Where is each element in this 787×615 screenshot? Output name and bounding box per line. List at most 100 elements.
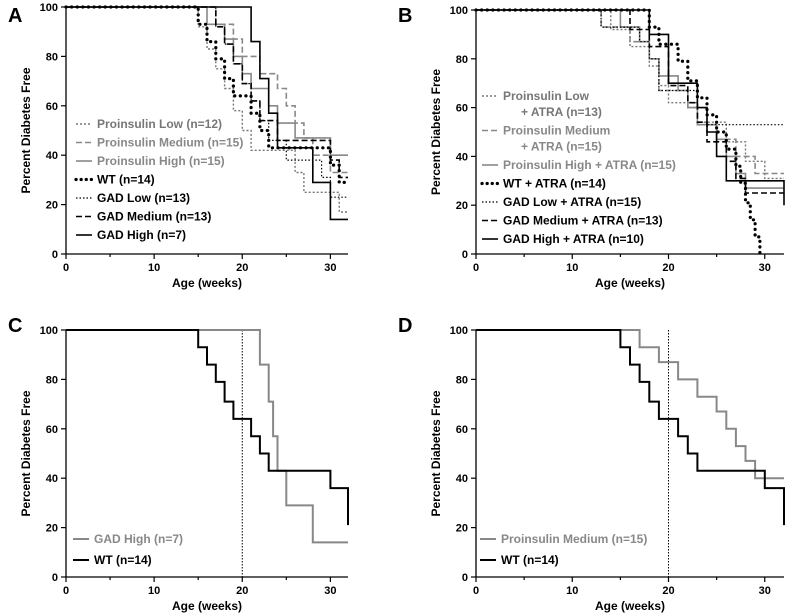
y-tick-label: 100 (40, 2, 58, 14)
legend-label: Proinsulin Low + ATRA (n=13) (503, 89, 602, 119)
x-axis-label: Age (weeks) (595, 276, 665, 290)
x-tick-label: 0 (473, 585, 479, 597)
legend-label: GAD Medium (n=13) (97, 210, 211, 224)
legend-item: Proinsulin Medium + ATRA (n=15) (482, 124, 610, 154)
y-tick-label: 80 (456, 374, 468, 386)
panel-label: A (8, 5, 22, 27)
x-tick-label: 0 (63, 585, 69, 597)
series-line (476, 9, 784, 194)
legend-item: Proinsulin Low (n=12) (76, 117, 222, 131)
x-tick-label: 0 (473, 262, 479, 274)
legend-item: WT (n=14) (480, 553, 559, 567)
x-tick-label: 10 (566, 262, 578, 274)
y-tick-label: 40 (456, 473, 468, 485)
series-line (64, 5, 350, 184)
panel-A: A 0 20 40 60 80 100 0 10 20 30 Age (weeks) Percent D… (8, 2, 350, 290)
panel-label: B (398, 5, 412, 27)
y-tick-label: 100 (450, 5, 468, 17)
y-tick-label: 20 (456, 523, 468, 535)
y-tick-label: 80 (46, 374, 58, 386)
series-line (66, 6, 348, 179)
panel-label: D (398, 315, 412, 337)
legend-label: Proinsulin High (n=15) (97, 154, 225, 168)
series-line (66, 6, 348, 213)
x-tick-label: 20 (236, 585, 248, 597)
y-axis-label: Percent Diabetes Free (19, 67, 33, 193)
x-tick-label: 10 (148, 585, 160, 597)
series-line (66, 6, 348, 198)
legend: GAD High (n=7) WT (n=14) (73, 532, 183, 567)
y-tick-label: 0 (462, 572, 468, 584)
y-tick-label: 40 (456, 151, 468, 163)
series-line (66, 6, 348, 174)
y-axis-label: Percent Diabetes Free (429, 69, 443, 195)
y-tick-label: 60 (456, 103, 468, 115)
legend-item: GAD High (n=7) (76, 228, 186, 242)
y-tick-label: 20 (46, 200, 58, 212)
legend-label: Proinsulin Low (n=12) (97, 117, 222, 131)
y-tick-label: 20 (456, 200, 468, 212)
y-tick-label: 100 (450, 325, 468, 337)
legend-label: GAD Medium + ATRA (n=13) (503, 214, 663, 228)
y-tick-label: 60 (46, 101, 58, 113)
y-tick-label: 20 (46, 523, 58, 535)
x-tick-label: 20 (662, 585, 674, 597)
y-tick-label: 0 (52, 249, 58, 261)
legend-label: WT (n=14) (97, 173, 155, 187)
series-line (66, 329, 349, 526)
y-tick-label: 40 (46, 150, 58, 162)
x-tick-label: 0 (63, 262, 69, 274)
legend-label: WT (n=14) (501, 553, 559, 567)
legend-item: GAD Low (n=13) (76, 191, 190, 205)
y-axis-label: Percent Diabetes Free (429, 390, 443, 516)
legend-item: GAD Low + ATRA (n=15) (482, 195, 641, 209)
legend-label: GAD High + ATRA (n=10) (503, 232, 644, 246)
legend: Proinsulin Low + ATRA (n=13) Proinsulin Me… (480, 89, 676, 246)
legend-label: GAD High (n=7) (94, 532, 183, 546)
x-axis-label: Age (weeks) (172, 276, 242, 290)
panel-C: C 0 20 40 60 80 100 0 10 20 30 Age (weeks) Percent D… (8, 315, 349, 613)
legend-label: Proinsulin Medium + ATRA (n=15) (503, 124, 610, 154)
legend: Proinsulin Low (n=12) Proinsulin Medium (… (74, 117, 243, 242)
x-tick-label: 10 (148, 262, 160, 274)
x-tick-label: 30 (759, 262, 771, 274)
series-line (66, 329, 348, 544)
y-axis-label: Percent Diabetes Free (19, 390, 33, 516)
y-tick-label: 80 (456, 54, 468, 66)
series-line (66, 6, 348, 156)
x-tick-label: 10 (566, 585, 578, 597)
series-line (66, 6, 348, 221)
y-tick-label: 60 (46, 424, 58, 436)
x-tick-label: 20 (236, 262, 248, 274)
y-tick-label: 40 (46, 473, 58, 485)
legend-label: Proinsulin Medium (n=15) (501, 532, 647, 546)
legend-label: Proinsulin Medium (n=15) (97, 136, 243, 150)
x-axis-label: Age (weeks) (595, 599, 665, 613)
x-tick-label: 30 (324, 262, 336, 274)
y-tick-label: 60 (456, 424, 468, 436)
x-tick-label: 20 (662, 262, 674, 274)
y-tick-label: 0 (462, 249, 468, 261)
legend: Proinsulin Medium (n=15) WT (n=14) (480, 532, 647, 567)
legend-item: GAD Medium + ATRA (n=13) (482, 214, 663, 228)
legend-label: WT + ATRA (n=14) (503, 177, 606, 191)
legend-item: Proinsulin Medium (n=15) (480, 532, 647, 546)
legend-item: WT (n=14) (73, 553, 152, 567)
panel-B: B 0 20 40 60 80 100 0 10 20 30 Age (weeks) Percent D… (398, 5, 785, 290)
x-axis-label: Age (weeks) (172, 599, 242, 613)
y-tick-label: 100 (40, 325, 58, 337)
legend-label: GAD Low (n=13) (97, 191, 190, 205)
legend-item: GAD High + ATRA (n=10) (482, 232, 644, 246)
legend-item: Proinsulin Medium (n=15) (76, 136, 243, 150)
series-line (476, 329, 785, 526)
y-tick-label: 0 (52, 572, 58, 584)
panel-D: D 0 20 40 60 80 100 0 10 20 30 Age (weeks) Percent D… (398, 315, 785, 613)
legend-item: GAD Medium (n=13) (76, 210, 211, 224)
legend-item: WT + ATRA (n=14) (480, 177, 606, 191)
x-tick-label: 30 (759, 585, 771, 597)
legend-item: GAD High (n=7) (73, 532, 183, 546)
legend-label: GAD High (n=7) (97, 228, 186, 242)
series-line (476, 9, 785, 206)
legend-item: WT (n=14) (74, 173, 155, 187)
